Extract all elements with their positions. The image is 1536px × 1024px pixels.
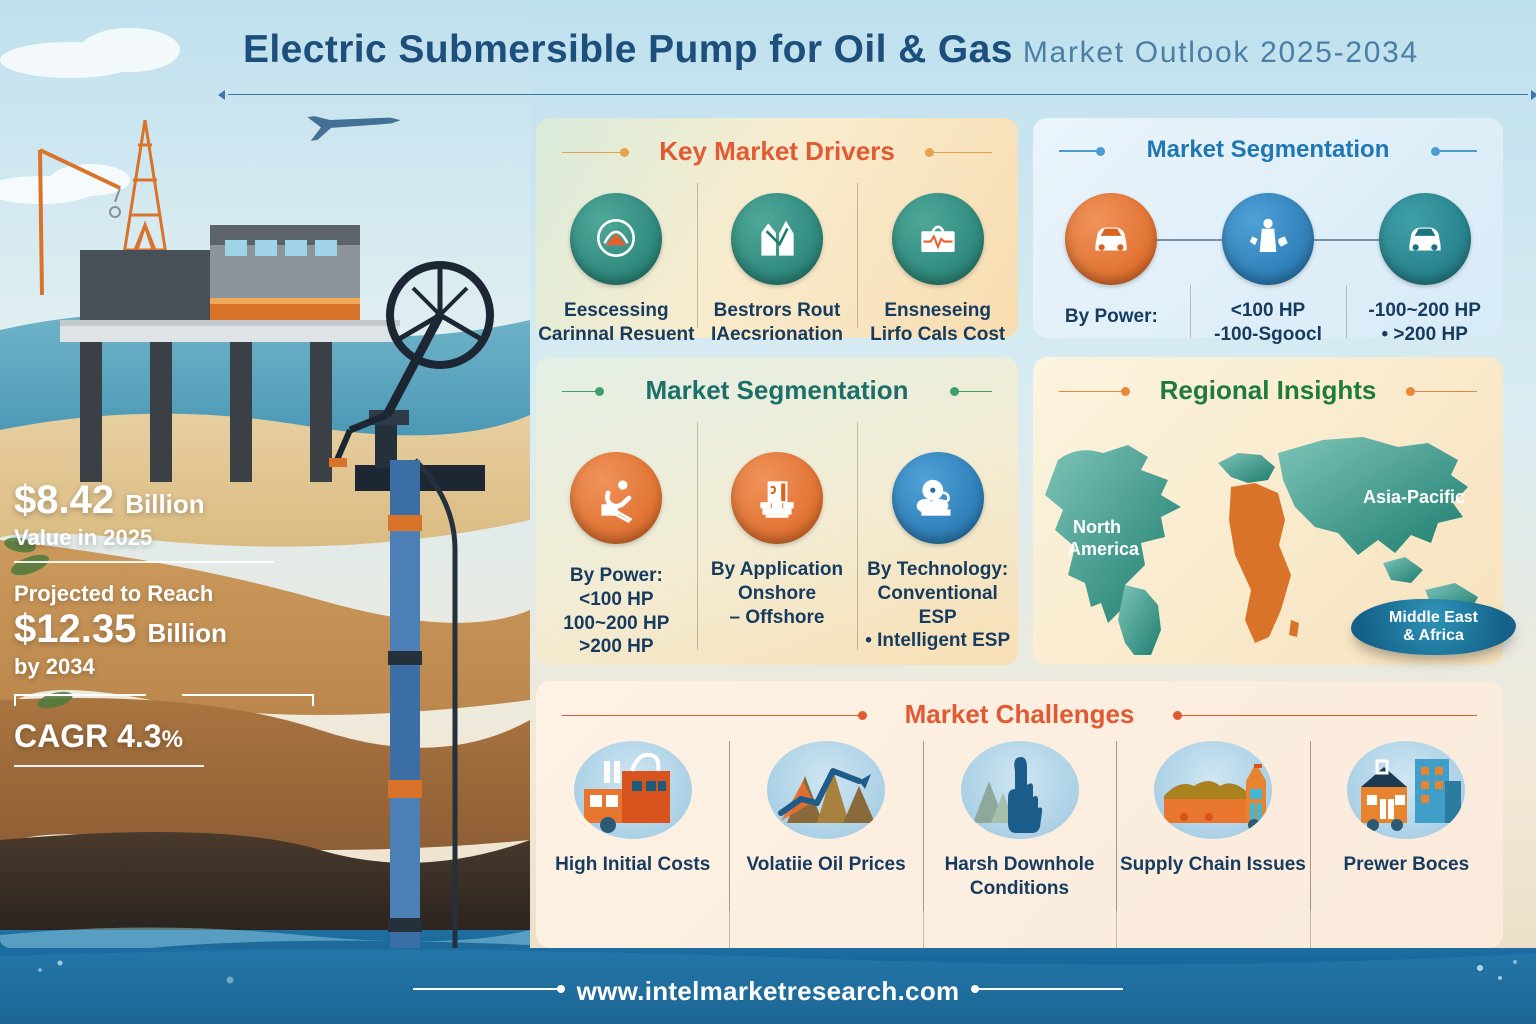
svg-text:North: North: [1073, 517, 1121, 537]
svg-text:America: America: [1068, 539, 1140, 559]
svg-text:Asia-Pacific: Asia-Pacific: [1363, 487, 1465, 507]
